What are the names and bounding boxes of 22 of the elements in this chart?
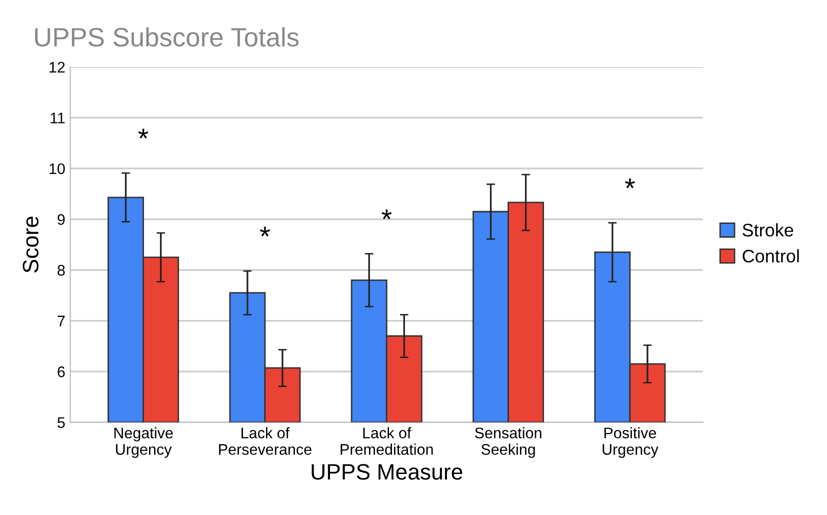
annotation: * [260,226,270,236]
x-tick-label: Sensation Seeking [475,427,542,458]
y-tick-label: 6 [58,366,65,378]
x-tick-label: Lack of Premeditation [340,427,433,455]
x-tick-label: Lack of Perseverance [219,427,312,455]
y-tick-label: 8 [58,264,65,276]
y-tick-label: 10 [50,163,65,174]
y-tick-label: 11 [50,112,65,124]
x-tick-label: Positive Urgency [602,427,658,458]
x-tick-label: Negative Urgency [114,427,173,458]
annotation: * [382,209,392,220]
chart-title: UPPS Subscore Totals [35,27,299,47]
y-tick-label: 5 [58,417,65,428]
x-axis-title: UPPS Measure [312,464,462,480]
y-tick-label: 12 [50,62,65,72]
annotation: * [138,128,148,138]
y-tick-label: 9 [58,214,65,225]
legend-label: Control [742,249,799,262]
legend-label: Stroke [742,223,794,237]
annotation: * [624,178,635,188]
y-tick-label: 7 [58,316,65,326]
y-axis-title: Score [22,216,38,273]
